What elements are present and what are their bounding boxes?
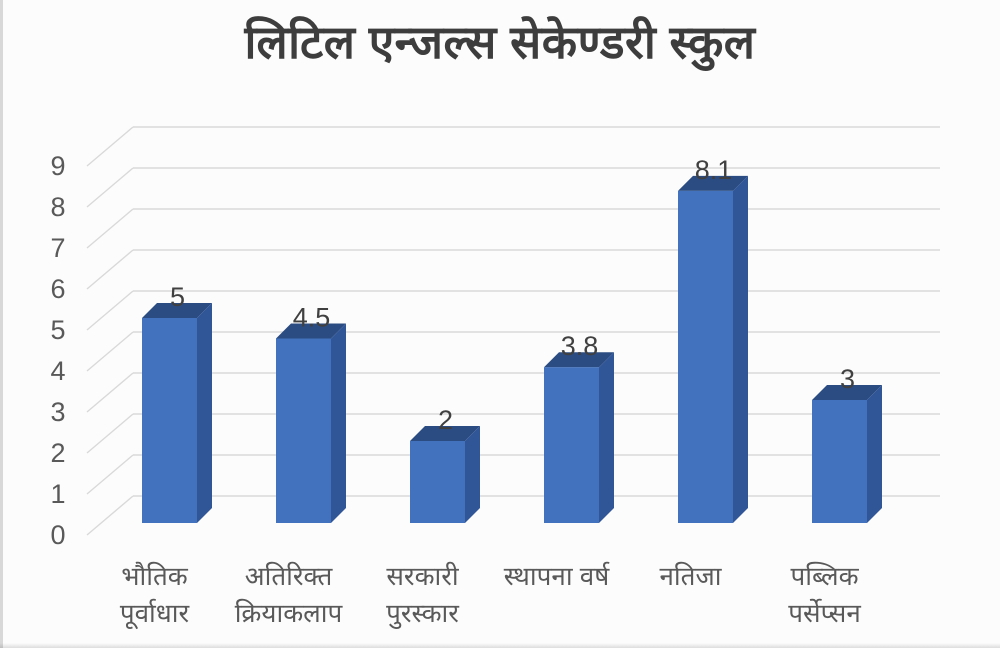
bar-front-face [544, 367, 599, 523]
x-axis-category-label-line: नतिजा [659, 561, 722, 591]
bar-3: 2 [410, 405, 480, 523]
screenshot-left-border [0, 0, 3, 648]
y-axis-tick-label: 3 [50, 397, 65, 427]
bar-front-face [276, 338, 331, 523]
x-axis-category-label: सरकारी पुरस्कार [386, 561, 460, 629]
x-axis-category-label: पब्लिक पर्सेप्सन [788, 561, 861, 628]
data-label: 5 [170, 282, 185, 312]
data-label: 8.1 [695, 155, 733, 185]
bar-front-face [678, 190, 733, 523]
y-axis: 0 1 2 3 4 5 6 7 8 9 [50, 151, 65, 550]
gridline-leader [86, 167, 134, 208]
x-axis-category-label-line: पुरस्कार [386, 598, 460, 629]
gridline-leader [86, 126, 134, 167]
bar-side-face [197, 303, 212, 523]
x-axis-category-label-line: पब्लिक [790, 561, 859, 591]
bar-front-face [142, 318, 197, 523]
y-axis-tick-label: 9 [50, 151, 65, 181]
x-axis-category-label-line: स्थापना वर्ष [504, 561, 611, 591]
gridline-leader [86, 208, 134, 249]
bar-top-face [544, 352, 614, 368]
bar-side-face [867, 385, 882, 523]
bar-front-face [812, 400, 867, 523]
bar-2: 4.5 [276, 303, 346, 523]
x-axis-category-label: अतिरिक्त क्रियाकलाप [235, 561, 344, 628]
y-axis-tick-label: 4 [50, 356, 65, 386]
x-axis-category-label-line: क्रियाकलाप [235, 598, 344, 628]
bar-side-face [331, 323, 346, 523]
bar-side-face [733, 175, 748, 523]
bar-top-face [678, 175, 748, 191]
screenshot-bottom-border [0, 643, 1000, 648]
x-axis-category-label: भौतिक पूर्वाधार [120, 561, 191, 630]
bar-4: 3.8 [544, 331, 614, 523]
data-label: 4.5 [293, 303, 331, 333]
x-axis-category-label-line: भौतिक [121, 561, 189, 591]
data-label: 3.8 [561, 331, 599, 361]
y-axis-tick-label: 0 [50, 520, 65, 550]
x-axis: भौतिक पूर्वाधार अतिरिक्त क्रियाकलाप सरकारी पु… [120, 561, 861, 630]
gridline-leader [86, 290, 134, 331]
y-axis-tick-label: 6 [50, 274, 65, 304]
gridline-leader [86, 495, 134, 536]
y-axis-tick-label: 1 [50, 479, 65, 509]
y-axis-tick-label: 7 [50, 233, 65, 263]
gridline-leader [86, 249, 134, 290]
bar-top-face [410, 426, 480, 441]
x-axis-category-label-line: पर्सेप्सन [788, 598, 861, 628]
x-axis-category-label-line: अतिरिक्त [245, 561, 334, 591]
x-axis-category-label-line: सरकारी [386, 561, 460, 591]
bar-top-face [276, 323, 346, 339]
y-axis-tick-label: 5 [50, 315, 65, 345]
bar-side-face [599, 352, 614, 523]
bar-side-face [465, 426, 480, 523]
bar-top-face [812, 385, 882, 400]
gridline-leader [86, 331, 134, 372]
x-axis-category-label: नतिजा [659, 561, 722, 591]
bar-top-face [142, 303, 212, 318]
y-axis-tick-label: 8 [50, 192, 65, 222]
gridline-leader [86, 413, 134, 454]
bars-group: 5 4.5 2 3.8 8.1 3 [142, 155, 882, 523]
data-label: 2 [438, 405, 453, 435]
bar-5: 8.1 [678, 155, 748, 523]
y-axis-tick-label: 2 [50, 438, 65, 468]
gridlines-group [86, 126, 940, 536]
data-label: 3 [840, 364, 855, 394]
gridline-leader [86, 454, 134, 495]
bar-front-face [410, 441, 465, 523]
bar-1: 5 [142, 282, 212, 523]
x-axis-category-label: स्थापना वर्ष [504, 561, 611, 591]
gridline-leader [86, 372, 134, 413]
chart-title: लिटिल एन्जल्स सेकेण्डरी स्कुल [244, 16, 756, 68]
x-axis-category-label-line: पूर्वाधार [120, 598, 191, 630]
bar-6: 3 [812, 364, 882, 523]
